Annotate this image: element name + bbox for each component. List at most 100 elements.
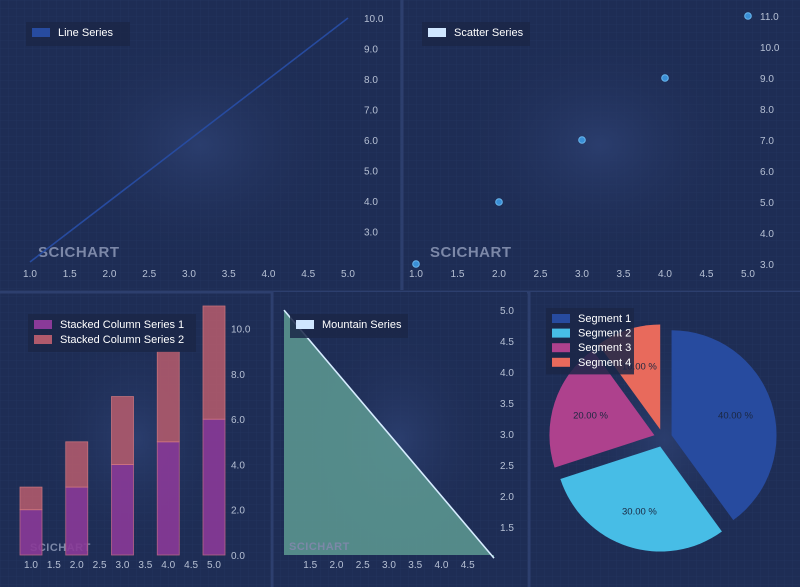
- x-tick-label: 2.5: [142, 269, 156, 280]
- y-tick-label: 3.0: [364, 228, 378, 239]
- y-tick-label: 6.0: [231, 415, 245, 426]
- legend-label: Stacked Column Series 2: [60, 334, 184, 346]
- y-tick-label: 9.0: [364, 45, 378, 56]
- legend-label: Segment 1: [578, 313, 631, 325]
- x-tick-label: 3.5: [222, 269, 236, 280]
- scatter-chart-panel: SCICHART 1.0 1.5 2.0 2.5 3.0 3.5 4.0 4.5 5.0 3.0 4.…: [400, 0, 800, 290]
- scichart-watermark: SCICHART: [38, 244, 120, 261]
- legend-label: Stacked Column Series 1: [60, 319, 184, 331]
- y-tick-label: 0.0: [231, 551, 245, 562]
- y-tick-label: 3.0: [760, 260, 774, 271]
- y-tick-label: 8.0: [364, 75, 378, 86]
- x-tick-label: 4.5: [301, 269, 315, 280]
- y-tick-label: 8.0: [760, 105, 774, 116]
- pie-slice: [560, 446, 722, 552]
- pie-slice-label: 40.00 %: [718, 410, 753, 421]
- legend-label: Segment 3: [578, 342, 631, 354]
- legend-box: [28, 314, 196, 352]
- legend-swatch: [32, 28, 50, 37]
- panel-glow: [48, 23, 352, 267]
- stacked-column-bar-series-1: [19, 509, 43, 556]
- y-tick-label: 3.5: [500, 399, 514, 410]
- x-tick-label: 1.5: [303, 560, 317, 571]
- pie-slice-label: 10.00 %: [622, 362, 657, 373]
- x-tick-label: 2.5: [93, 560, 107, 571]
- pie-slice-label: 20.00 %: [573, 410, 608, 421]
- pie-chart-panel: 40.00 % 30.00 % 20.00 % 10.00 % Segment 1 Seg…: [527, 292, 800, 587]
- stacked-column-bar-series-1: [202, 418, 226, 556]
- stacked-column-bar-series-2: [19, 486, 43, 511]
- y-tick-label: 5.0: [500, 306, 514, 317]
- x-tick-label: 2.0: [70, 560, 84, 571]
- x-tick-label: 4.5: [461, 560, 475, 571]
- legend-label: Segment 2: [578, 328, 631, 340]
- y-tick-label: 10.0: [364, 14, 384, 25]
- x-tick-label: 2.0: [492, 269, 506, 280]
- pie-slice: [549, 350, 655, 468]
- legend-label: Line Series: [58, 27, 114, 39]
- scichart-watermark: SCICHART: [430, 244, 512, 261]
- x-tick-label: 5.0: [741, 269, 755, 280]
- x-tick-label: 1.0: [409, 269, 423, 280]
- stacked-column-chart-panel: SCICHART 1.0 1.5 2.0 2.5 3.0 3.5 4.0 4.5 5.0 0.0 2.…: [0, 290, 800, 587]
- x-tick-label: 2.5: [534, 269, 548, 280]
- y-tick-label: 5.0: [760, 198, 774, 209]
- x-tick-label: 4.5: [184, 560, 198, 571]
- legend-swatch: [296, 320, 314, 329]
- y-tick-label: 11.0: [760, 12, 779, 23]
- x-tick-label: 3.0: [182, 269, 196, 280]
- x-tick-label: 1.5: [47, 560, 61, 571]
- x-tick-label: 3.5: [408, 560, 422, 571]
- legend-swatch: [34, 320, 52, 329]
- stacked-column-bar-series-1: [65, 486, 89, 556]
- scatter-point: [744, 12, 752, 20]
- y-tick-label: 2.5: [500, 461, 514, 472]
- y-tick-label: 10.0: [760, 43, 780, 54]
- x-tick-label: 2.0: [103, 269, 117, 280]
- legend-swatch: [552, 328, 570, 338]
- x-tick-label: 2.5: [356, 560, 370, 571]
- y-tick-label: 8.0: [231, 370, 245, 381]
- y-tick-label: 7.0: [760, 136, 774, 147]
- stacked-column-bar-series-2: [111, 396, 134, 465]
- y-tick-label: 10.0: [231, 325, 251, 336]
- y-tick-label: 3.0: [500, 430, 514, 441]
- stacked-column-bar-series-2: [156, 350, 180, 443]
- y-tick-label: 2.0: [500, 492, 514, 503]
- legend-swatch: [552, 357, 570, 367]
- x-tick-label: 3.5: [138, 560, 152, 571]
- y-tick-label: 4.5: [500, 337, 514, 348]
- legend-swatch: [34, 335, 52, 344]
- legend-swatch: [552, 343, 570, 353]
- x-tick-label: 1.0: [23, 269, 37, 280]
- y-tick-label: 6.0: [760, 167, 774, 178]
- x-tick-label: 5.0: [207, 560, 221, 571]
- stacked-column-bar-series-2: [202, 305, 226, 420]
- legend-label: Mountain Series: [322, 319, 402, 331]
- scatter-point: [578, 136, 586, 144]
- scatter-point: [661, 74, 669, 82]
- y-tick-label: 9.0: [760, 74, 774, 85]
- mountain-line: [283, 309, 495, 559]
- x-tick-label: 3.0: [116, 560, 130, 571]
- x-tick-label: 2.0: [330, 560, 344, 571]
- pie-slice-label: 30.00 %: [622, 506, 657, 517]
- x-tick-label: 3.0: [382, 560, 396, 571]
- stacked-column-bar-series-2: [65, 441, 89, 488]
- legend-swatch: [428, 28, 446, 37]
- panel-glow: [448, 23, 752, 267]
- x-tick-label: 5.0: [341, 269, 355, 280]
- pie-slice: [671, 330, 777, 521]
- x-tick-label: 4.0: [658, 269, 672, 280]
- x-tick-label: 3.5: [617, 269, 631, 280]
- x-tick-label: 1.5: [451, 269, 465, 280]
- y-tick-label: 2.0: [231, 506, 245, 517]
- y-tick-label: 4.0: [364, 197, 378, 208]
- scatter-point: [495, 198, 503, 206]
- x-tick-label: 1.5: [63, 269, 77, 280]
- y-tick-label: 4.0: [760, 229, 774, 240]
- y-tick-label: 4.0: [231, 460, 245, 471]
- x-tick-label: 4.0: [262, 269, 276, 280]
